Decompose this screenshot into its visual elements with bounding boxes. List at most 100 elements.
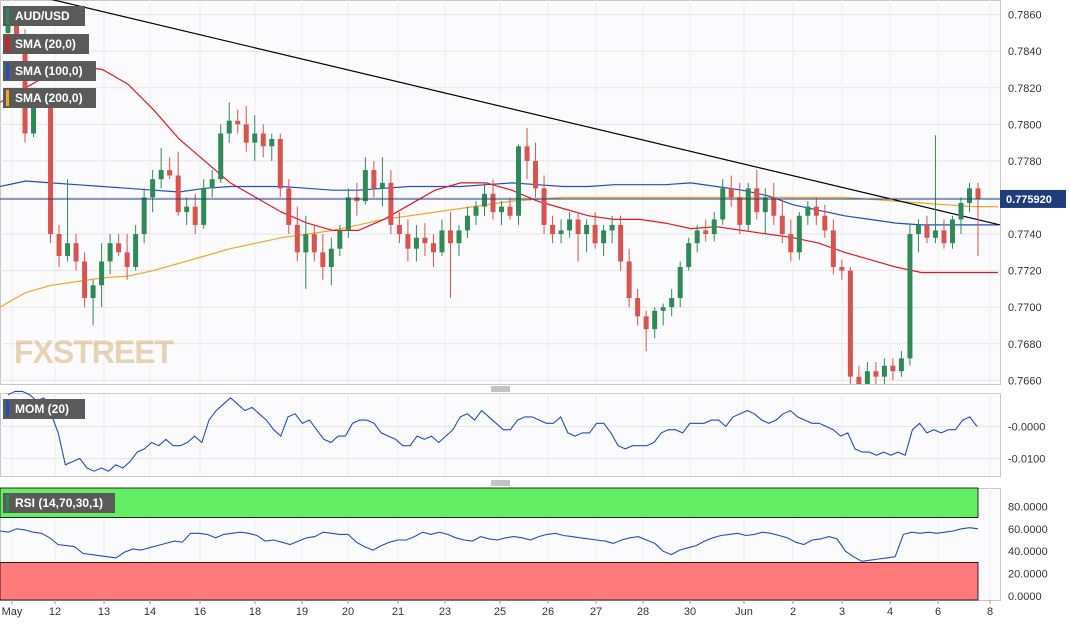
candle-body	[856, 376, 862, 384]
candle	[805, 201, 811, 225]
candle-body	[328, 248, 334, 267]
rsi-legend[interactable]: RSI (14,70,30,1)	[3, 493, 115, 513]
candle-body	[269, 138, 275, 147]
candle	[226, 102, 232, 143]
candle-body	[116, 243, 122, 253]
candle-body	[771, 197, 777, 216]
candle-body	[124, 252, 130, 267]
momentum-label: MOM (20)	[15, 402, 69, 416]
x-tick-label: 20	[342, 606, 354, 618]
rsi-y-tick-label: 40.0000	[1008, 546, 1048, 558]
candle	[133, 224, 139, 271]
main-panel-plot	[0, 0, 1001, 384]
candle	[592, 212, 598, 249]
candle	[788, 219, 794, 262]
rsi-swatch	[6, 495, 9, 511]
sma-20-legend[interactable]: SMA (20,0)	[3, 34, 89, 54]
candle	[56, 224, 62, 267]
candle	[107, 234, 113, 275]
rsi-overbought-zone	[0, 487, 979, 519]
candle	[839, 259, 845, 280]
candle-body	[839, 266, 845, 271]
candle-body	[22, 36, 28, 134]
candle	[243, 106, 249, 152]
candle	[567, 212, 573, 238]
candle	[694, 224, 700, 253]
candle-body	[728, 188, 734, 198]
candle	[192, 193, 198, 235]
candle-body	[456, 230, 462, 244]
main-y-tick-label: 0.7820	[1008, 83, 1042, 95]
candle	[881, 358, 887, 384]
rsi-y-tick-label: 60.0000	[1008, 524, 1048, 536]
candle	[388, 170, 394, 235]
candle-body	[805, 206, 811, 216]
candle	[550, 215, 556, 244]
candle	[396, 212, 402, 244]
candle-body	[694, 230, 700, 244]
candle	[873, 362, 879, 384]
candle	[958, 197, 964, 235]
x-tick-label: 12	[49, 606, 61, 618]
candle	[779, 201, 785, 244]
candle-body	[371, 170, 377, 189]
candle	[822, 204, 828, 238]
candle	[175, 151, 181, 216]
candle-body	[252, 133, 258, 143]
candle-body	[490, 193, 496, 213]
candle	[762, 188, 768, 235]
sma-20-swatch	[6, 36, 9, 52]
main-y-tick-label: 0.7800	[1008, 119, 1042, 131]
candle-body	[286, 188, 292, 225]
main-panel-y-axis: 0.78600.78400.78200.78000.77800.77600.77…	[1000, 10, 1066, 387]
candle-body	[881, 365, 887, 377]
candle-body	[745, 188, 751, 225]
x-tick-label: 18	[249, 606, 261, 618]
candle	[328, 237, 334, 286]
candle-body	[277, 138, 283, 189]
candle	[447, 212, 453, 299]
candle-body	[260, 133, 266, 147]
candle-body	[949, 219, 955, 244]
sma-200-label: SMA (200,0)	[15, 91, 83, 105]
candle-body	[575, 219, 581, 235]
candle-body	[541, 188, 547, 225]
candle	[124, 234, 130, 280]
rsi-panel-plot	[0, 487, 979, 601]
candle-body	[158, 170, 164, 180]
candle-body	[362, 170, 368, 202]
candle-body	[311, 234, 317, 253]
candle-body	[592, 224, 598, 244]
candle-body	[524, 146, 530, 161]
candle-body	[737, 197, 743, 225]
candle	[796, 212, 802, 260]
candle-body	[48, 102, 54, 235]
candle-body	[150, 179, 156, 198]
sma-200-legend[interactable]: SMA (200,0)	[3, 88, 96, 108]
candle	[499, 201, 505, 225]
candle	[847, 266, 853, 384]
x-tick-label: 27	[590, 606, 602, 618]
candle-body	[294, 224, 300, 253]
momentum-legend[interactable]: MOM (20)	[3, 399, 85, 419]
main-y-tick-label: 0.7720	[1008, 266, 1042, 278]
candle	[116, 234, 122, 256]
candle	[711, 212, 717, 242]
candle	[601, 224, 607, 256]
candle-body	[337, 230, 343, 249]
candle-body	[703, 230, 709, 235]
candle	[184, 197, 190, 225]
candle	[907, 224, 913, 366]
x-tick-label: 26	[542, 606, 554, 618]
candle	[345, 188, 351, 238]
candle	[932, 135, 938, 244]
candle-body	[915, 224, 921, 235]
candle	[915, 219, 921, 253]
candle	[405, 219, 411, 262]
candle-body	[720, 188, 726, 220]
candle-body	[958, 202, 964, 220]
sma-100-legend[interactable]: SMA (100,0)	[3, 61, 96, 81]
candle	[99, 243, 105, 308]
instrument-label: AUD/USD	[3, 6, 85, 26]
